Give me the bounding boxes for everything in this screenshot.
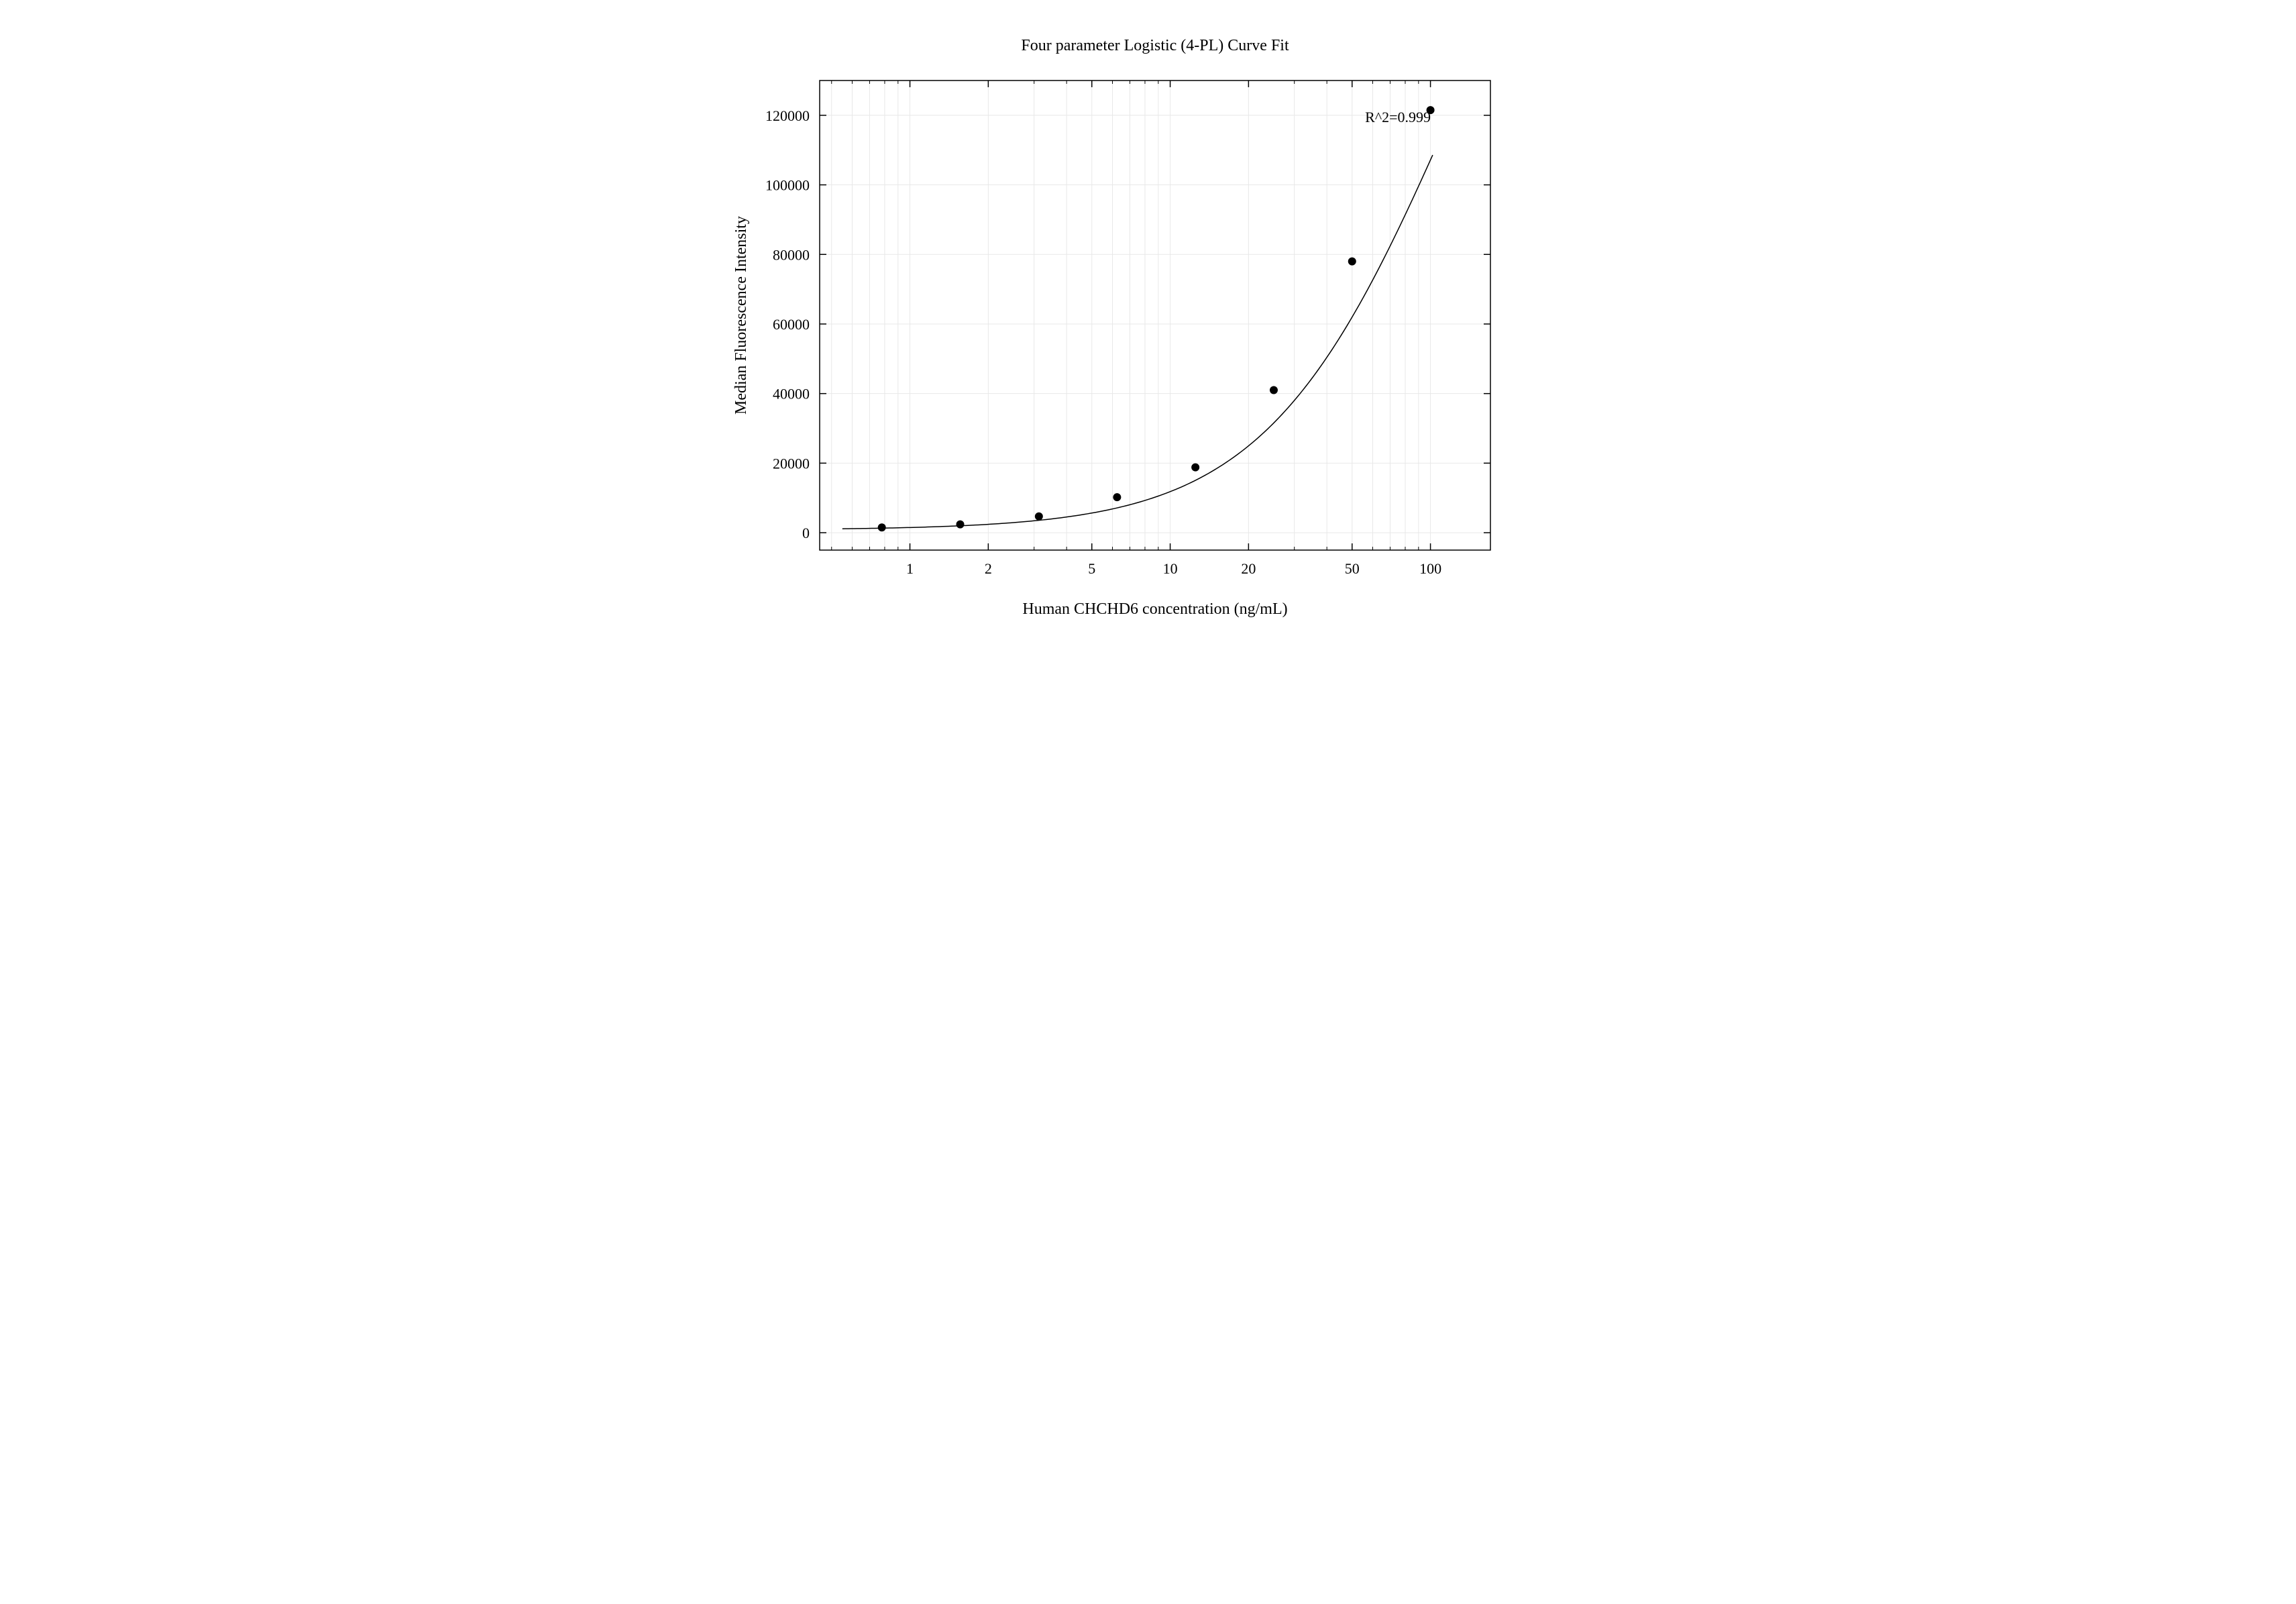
data-point xyxy=(1348,258,1356,266)
data-point xyxy=(956,521,964,529)
x-tick-label: 1 xyxy=(906,560,914,577)
data-point xyxy=(1191,464,1199,472)
chart-svg: 1 2 5 10 20 50 100 0 20000 40000 60000 80000 100000 1… xyxy=(639,13,1658,725)
y-tick-label: 80000 xyxy=(773,246,810,263)
x-axis-label: Human CHCHD6 concentration (ng/mL) xyxy=(1022,600,1287,618)
y-tick-label: 100000 xyxy=(765,177,810,194)
y-axis-label: Median Fluorescence Intensity xyxy=(732,216,750,415)
data-point xyxy=(1269,386,1277,394)
y-tick-label: 40000 xyxy=(773,386,810,403)
data-point xyxy=(877,523,885,531)
y-tick-label: 20000 xyxy=(773,455,810,472)
x-tick-label: 10 xyxy=(1162,560,1177,577)
chart-title: Four parameter Logistic (4-PL) Curve Fit xyxy=(1021,37,1289,54)
chart-container: 1 2 5 10 20 50 100 0 20000 40000 60000 80000 100000 1… xyxy=(639,13,1658,725)
x-tick-label: 20 xyxy=(1241,560,1256,577)
y-tick-label: 60000 xyxy=(773,316,810,333)
r-squared-annotation: R^2=0.999 xyxy=(1365,109,1431,125)
y-tick-label: 0 xyxy=(802,525,810,541)
x-tick-label: 5 xyxy=(1088,560,1095,577)
x-tick-label: 50 xyxy=(1344,560,1359,577)
x-tick-label: 100 xyxy=(1419,560,1441,577)
data-point xyxy=(1113,493,1121,501)
y-tick-label: 120000 xyxy=(765,107,810,124)
x-tick-label: 2 xyxy=(984,560,991,577)
data-point xyxy=(1034,513,1042,521)
